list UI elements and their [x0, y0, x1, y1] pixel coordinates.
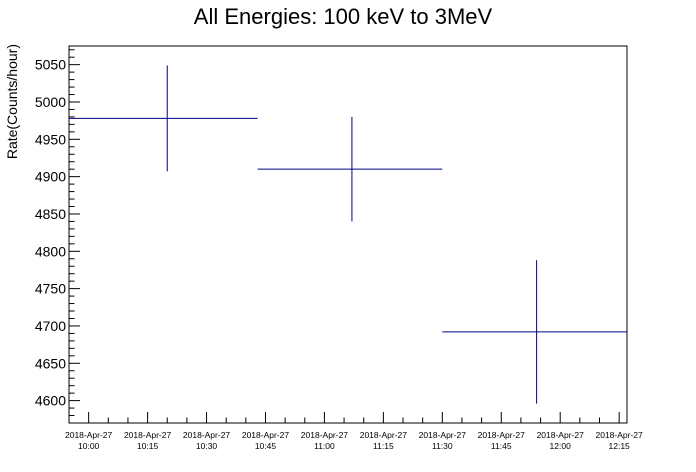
x-tick-label-date: 2018-Apr-27: [419, 430, 467, 440]
x-tick-label-date: 2018-Apr-27: [242, 430, 290, 440]
y-tick-label: 5050: [35, 57, 66, 73]
y-tick-label: 4850: [35, 206, 66, 222]
x-tick-label-date: 2018-Apr-27: [478, 430, 526, 440]
y-axis: 4600 4650 4700 4750 4800 4850 4900 4950 5000 5050: [35, 49, 80, 424]
data-point: [69, 65, 258, 172]
x-tick-label-time: 12:15: [609, 441, 631, 451]
x-tick-label-time: 10:45: [255, 441, 277, 451]
x-tick-label-date: 2018-Apr-27: [537, 430, 585, 440]
y-tick-label: 4700: [35, 318, 66, 334]
x-tick-label-time: 10:00: [78, 441, 100, 451]
y-tick-label: 4650: [35, 355, 66, 371]
x-tick-label-time: 11:30: [432, 441, 453, 451]
y-axis-label: Rate(Counts/hour): [4, 44, 20, 159]
y-tick-label: 4900: [35, 169, 66, 185]
x-tick-label-time: 11:45: [491, 441, 512, 451]
chart-title: All Energies: 100 keV to 3MeV: [194, 4, 493, 29]
x-tick-label-date: 2018-Apr-27: [596, 430, 644, 440]
data-series: [69, 65, 627, 404]
x-tick-label-date: 2018-Apr-27: [360, 430, 408, 440]
x-tick-label-time: 11:00: [314, 441, 335, 451]
x-tick-label-time: 11:15: [373, 441, 394, 451]
x-tick-label-date: 2018-Apr-27: [301, 430, 349, 440]
x-tick-label-time: 12:00: [550, 441, 572, 451]
x-tick-label-time: 10:15: [137, 441, 159, 451]
plot-frame: [68, 45, 628, 424]
data-point: [257, 116, 443, 222]
x-axis: 2018-Apr-2710:002018-Apr-2710:152018-Apr…: [65, 412, 643, 451]
y-tick-label: 4800: [35, 243, 66, 259]
x-tick-label-date: 2018-Apr-27: [124, 430, 172, 440]
data-point: [442, 260, 627, 404]
y-tick-label: 4750: [35, 281, 66, 297]
y-tick-label: 5000: [35, 94, 66, 110]
y-tick-label: 4600: [35, 393, 66, 409]
x-tick-label-date: 2018-Apr-27: [65, 430, 113, 440]
x-tick-label-time: 10:30: [196, 441, 218, 451]
y-tick-label: 4950: [35, 131, 66, 147]
x-tick-label-date: 2018-Apr-27: [183, 430, 231, 440]
